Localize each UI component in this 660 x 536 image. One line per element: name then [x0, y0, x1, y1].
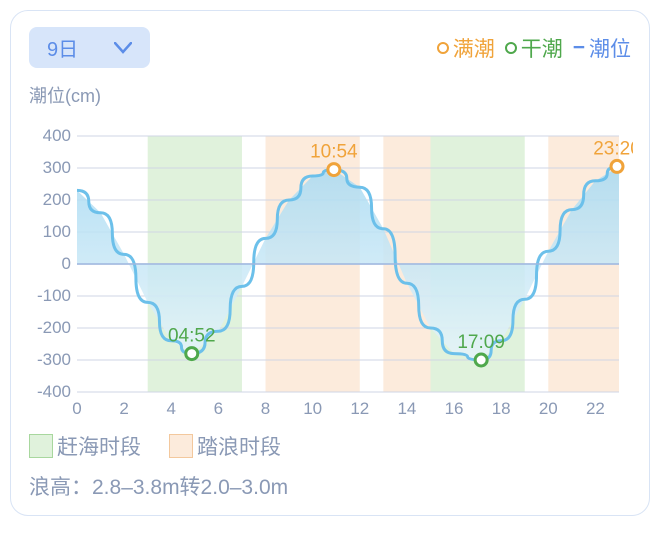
- svg-text:300: 300: [43, 158, 71, 177]
- svg-text:0: 0: [62, 254, 71, 273]
- svg-text:6: 6: [214, 399, 223, 418]
- legend-top: 满潮 干潮 − 潮位: [437, 33, 631, 63]
- chevron-down-icon: [114, 42, 132, 54]
- svg-text:17:09: 17:09: [457, 332, 505, 353]
- svg-text:8: 8: [261, 399, 270, 418]
- legend-low-label: 干潮: [521, 33, 563, 63]
- svg-text:4: 4: [167, 399, 176, 418]
- svg-text:-100: -100: [37, 286, 71, 305]
- date-label: 9日: [47, 33, 78, 62]
- svg-text:-300: -300: [37, 350, 71, 369]
- svg-text:14: 14: [397, 399, 416, 418]
- date-selector[interactable]: 9日: [29, 27, 150, 68]
- svg-text:10: 10: [303, 399, 322, 418]
- chart-area: -400 -300 -200 -100 0 100 200 300 400 0 2 4 6 8 10 12 14…: [29, 108, 631, 423]
- legend-low-tide: 干潮: [505, 33, 563, 63]
- wave-value: 2.8–3.8m转2.0–3.0m: [92, 476, 288, 499]
- circle-icon: [437, 42, 449, 54]
- dash-icon: −: [573, 36, 585, 60]
- square-icon: [29, 434, 53, 458]
- legend-high-tide: 满潮: [437, 33, 495, 63]
- legend-talang: 踏浪时段: [169, 431, 281, 461]
- wave-height-text: 浪高：2.8–3.8m转2.0–3.0m: [29, 471, 631, 501]
- circle-icon: [505, 42, 517, 54]
- svg-text:2: 2: [119, 399, 128, 418]
- svg-text:23:20: 23:20: [593, 138, 633, 159]
- svg-text:200: 200: [43, 190, 71, 209]
- svg-text:16: 16: [445, 399, 464, 418]
- tide-chart-svg: -400 -300 -200 -100 0 100 200 300 400 0 2 4 6 8 10 12 14…: [29, 108, 633, 418]
- square-icon: [169, 434, 193, 458]
- card-header: 9日 满潮 干潮 − 潮位: [29, 27, 631, 68]
- ganhai-label: 赶海时段: [57, 431, 141, 461]
- legend-ganhai: 赶海时段: [29, 431, 141, 461]
- tide-card: 9日 满潮 干潮 − 潮位 潮位(cm) -400 -300 -200 -100 0 10…: [10, 10, 650, 516]
- wave-prefix: 浪高：: [29, 476, 92, 499]
- footer-legend: 赶海时段 踏浪时段: [29, 431, 631, 461]
- svg-text:22: 22: [586, 399, 605, 418]
- talang-label: 踏浪时段: [197, 431, 281, 461]
- svg-text:-400: -400: [37, 382, 71, 401]
- svg-text:100: 100: [43, 222, 71, 241]
- svg-text:10:54: 10:54: [310, 142, 358, 163]
- legend-tide-level: − 潮位: [573, 33, 631, 63]
- svg-text:-200: -200: [37, 318, 71, 337]
- svg-text:04:52: 04:52: [168, 326, 216, 347]
- legend-level-label: 潮位: [589, 33, 631, 63]
- y-axis-label: 潮位(cm): [29, 82, 631, 108]
- svg-text:12: 12: [350, 399, 369, 418]
- svg-text:0: 0: [72, 399, 81, 418]
- svg-text:400: 400: [43, 126, 71, 145]
- legend-high-label: 满潮: [453, 33, 495, 63]
- svg-text:20: 20: [539, 399, 558, 418]
- svg-text:18: 18: [492, 399, 511, 418]
